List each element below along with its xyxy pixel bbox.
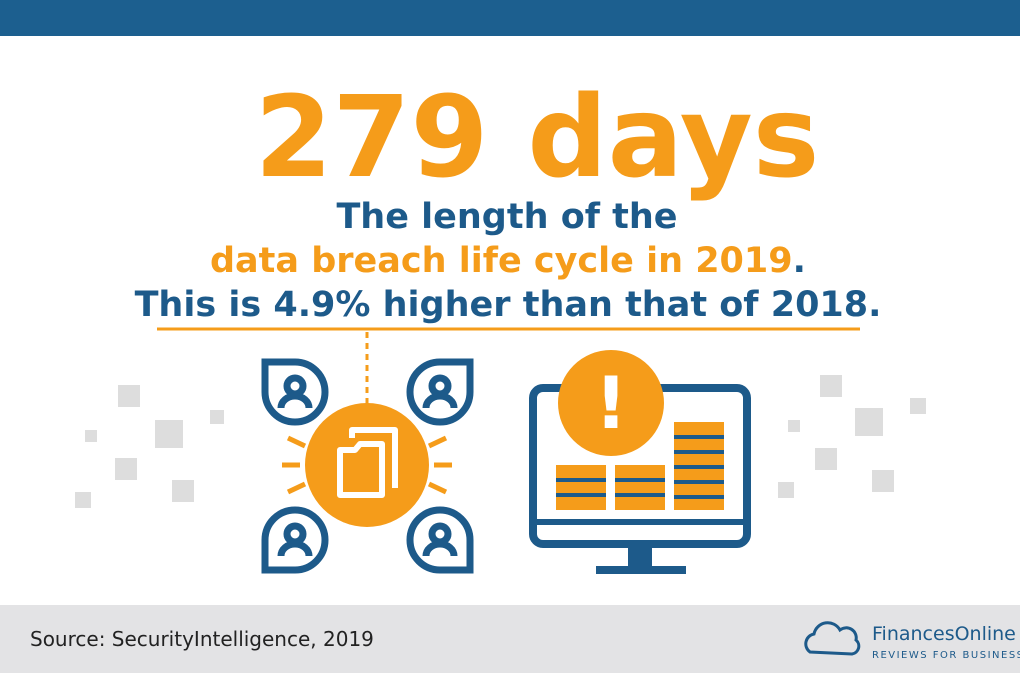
footer-bar bbox=[0, 605, 1020, 673]
top-bar bbox=[0, 0, 1020, 36]
brand-logo bbox=[804, 621, 861, 656]
line-3: This is 4.9% higher than that of 2018. bbox=[135, 285, 882, 325]
line-2: data breach life cycle in 2019. bbox=[210, 241, 806, 281]
headline: 279 days bbox=[255, 73, 820, 203]
line-1: The length of the bbox=[336, 197, 677, 237]
alert-mark: ! bbox=[595, 361, 628, 445]
people-icons bbox=[261, 358, 474, 574]
decor-squares bbox=[75, 375, 926, 508]
brand-name: FinancesOnline bbox=[872, 623, 1016, 645]
rays bbox=[282, 435, 452, 495]
folder-circle bbox=[305, 403, 429, 527]
brand-tagline: REVIEWS FOR BUSINESS bbox=[872, 650, 1020, 661]
line-2-text: data breach life cycle in 2019 bbox=[210, 241, 793, 281]
line-2-period: . bbox=[793, 241, 806, 281]
folder-icon bbox=[337, 427, 398, 498]
source: Source: SecurityIntelligence, 2019 bbox=[30, 627, 374, 651]
monitor-icon: ! bbox=[529, 350, 751, 574]
